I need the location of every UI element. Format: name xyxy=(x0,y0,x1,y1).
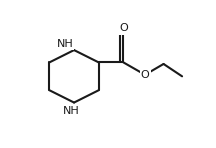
Text: O: O xyxy=(119,24,128,33)
Text: O: O xyxy=(141,70,149,80)
Text: NH: NH xyxy=(56,39,73,49)
Text: NH: NH xyxy=(63,106,80,116)
